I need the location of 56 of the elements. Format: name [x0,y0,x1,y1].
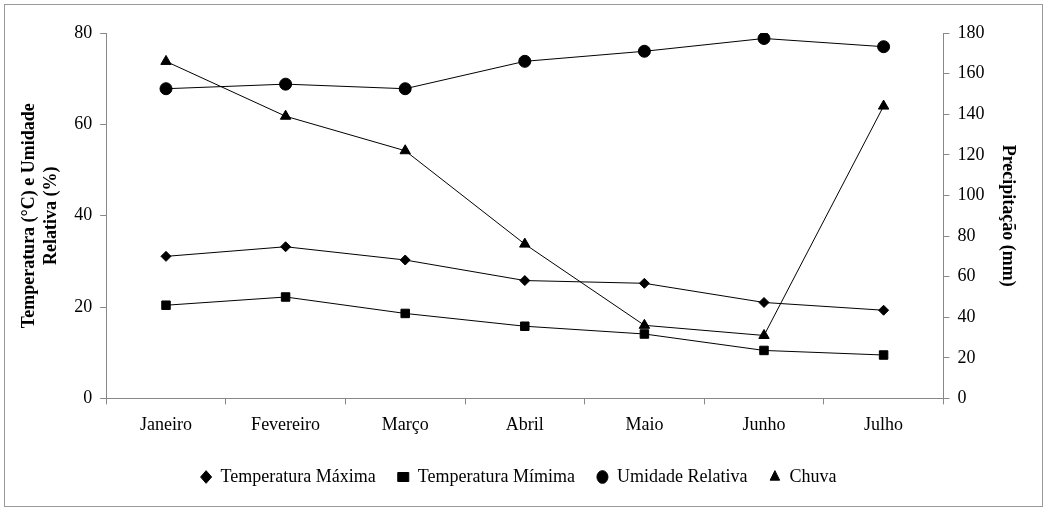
y2-tick-label: 20 [957,346,976,367]
point [280,292,291,302]
point [519,237,531,248]
point [280,241,292,253]
point [399,144,411,155]
point [877,40,891,54]
y-tick-label: 60 [74,113,93,134]
x-tick-label: Junho [742,413,786,434]
y-tick-label: 0 [83,387,93,408]
y2-tick-label: 60 [957,265,976,286]
y2-tick-label: 140 [957,102,985,123]
point [637,44,651,58]
x-tick-label: Janeiro [140,413,192,434]
y2-tick-label: 0 [957,387,967,408]
point [160,54,172,65]
point [518,54,532,68]
point [399,254,411,266]
y2-tick-label: 100 [957,184,985,205]
point [757,33,771,45]
legend-label: Temperatura Máxima [220,465,376,486]
legend-label: Chuva [789,465,837,486]
point [878,304,890,316]
point [398,82,412,96]
point [638,277,650,289]
x-tick-label: Fevereiro [251,413,321,434]
point [878,350,889,360]
x-tick-label: Março [381,413,429,434]
x-tick-label: Abril [505,413,544,434]
y2-tick-label: 180 [957,21,985,42]
point [638,318,651,329]
point [877,99,890,110]
y-axis-title: Temperatura (°C) e Umidade Relativa (%) [18,103,62,329]
y2-tick-label: 120 [957,143,985,164]
point [160,250,172,262]
y-tick-label: 20 [74,295,93,316]
y2-tick-label: 160 [957,62,985,83]
point [400,308,410,319]
point [520,321,530,331]
y-tick-label: 40 [74,204,93,225]
point [639,329,650,339]
legend-label: Umidade Relativa [616,465,748,486]
y2-axis-title: Precipitação (mm) [997,144,1019,287]
y-tick-label: 80 [74,21,93,42]
point [519,275,531,287]
x-tick-label: Maio [625,413,664,434]
point [759,345,769,356]
point [758,328,770,339]
y2-tick-label: 80 [957,224,976,245]
point [279,77,293,91]
point [159,82,173,96]
legend-label: Temperatura Mímima [417,465,575,486]
x-tick-label: Julho [864,413,904,434]
point [161,300,171,310]
point [279,109,292,120]
y2-tick-label: 40 [957,305,976,326]
point [758,296,770,308]
